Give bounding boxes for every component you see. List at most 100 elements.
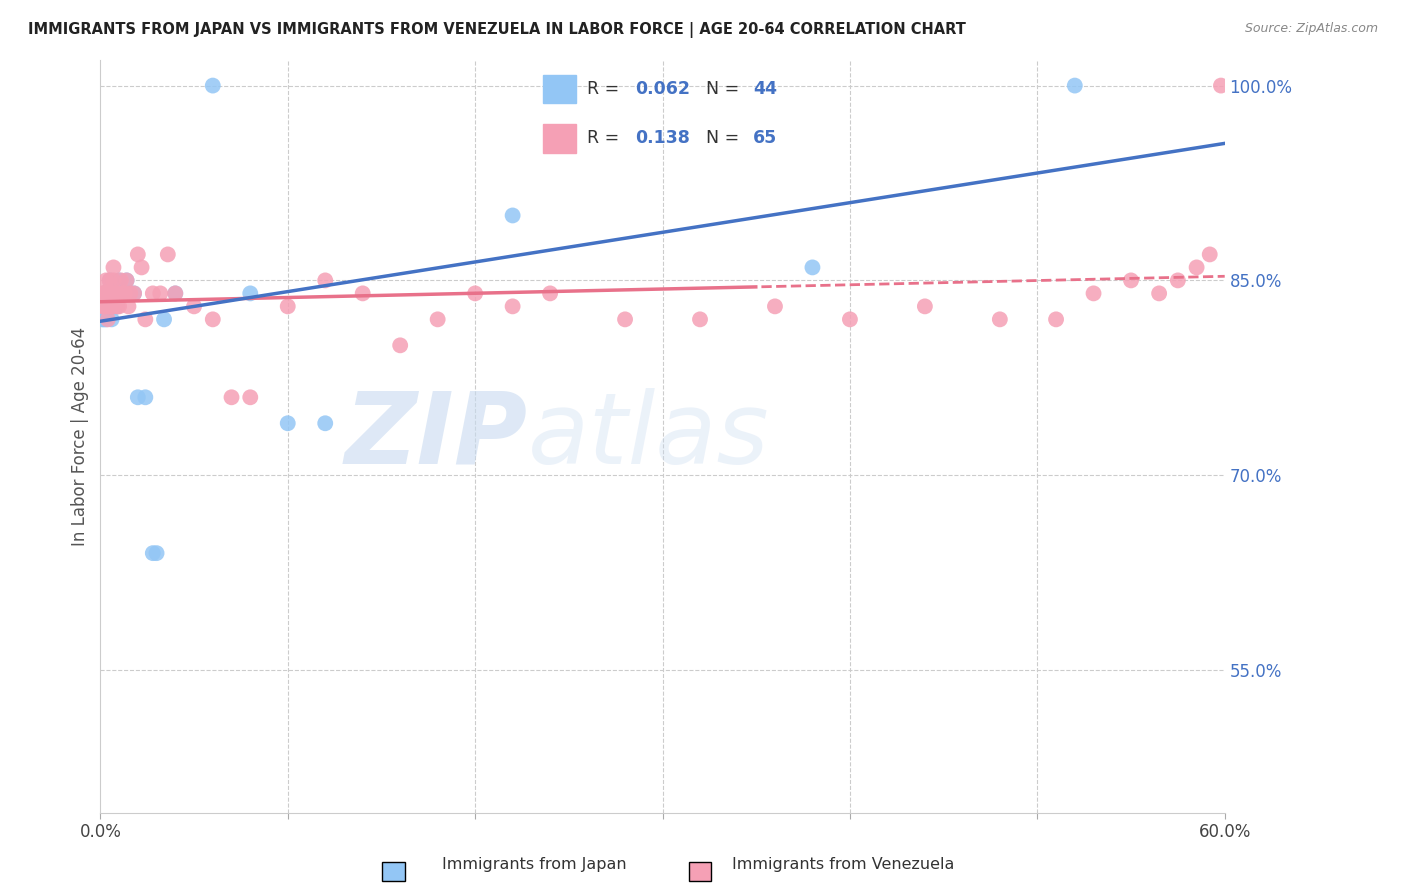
Point (221, 390, 243, 404)
Point (100, 286, 122, 301)
Point (389, 338, 412, 352)
Bar (543, 124, 575, 153)
Point (1185, 260, 1208, 275)
Point (1045, 312, 1067, 326)
Point (103, 299, 125, 313)
Point (122, 286, 145, 301)
Point (100, 286, 122, 301)
Point (100, 286, 122, 301)
Point (104, 286, 127, 301)
Point (131, 260, 153, 275)
Point (127, 390, 149, 404)
Point (201, 312, 224, 326)
Text: 0.138: 0.138 (634, 129, 689, 147)
Point (127, 247, 149, 261)
Point (763, 299, 786, 313)
Point (464, 286, 486, 301)
Point (93, 286, 115, 301)
Point (110, 286, 132, 301)
Point (105, 299, 128, 313)
Point (98, 299, 121, 313)
Text: 0.062: 0.062 (634, 80, 690, 98)
Point (201, 78, 224, 93)
Point (93, 312, 115, 326)
Point (91, 299, 114, 313)
Point (108, 299, 131, 313)
Point (104, 286, 127, 301)
Point (94, 286, 117, 301)
Point (105, 286, 128, 301)
Text: Immigrants from Japan: Immigrants from Japan (441, 857, 627, 872)
Point (97, 286, 120, 301)
Point (183, 299, 205, 313)
Point (239, 286, 262, 301)
Point (103, 260, 125, 275)
Point (97, 312, 120, 326)
Point (153, 312, 176, 326)
Point (988, 312, 1011, 326)
Point (115, 273, 138, 287)
Point (100, 299, 122, 313)
Point (149, 286, 172, 301)
Point (97, 286, 120, 301)
Point (98, 273, 121, 287)
Point (114, 286, 136, 301)
Text: 65: 65 (752, 129, 778, 147)
Point (104, 299, 127, 313)
Point (117, 299, 139, 313)
Y-axis label: In Labor Force | Age 20-64: In Labor Force | Age 20-64 (72, 326, 89, 546)
Point (165, 286, 187, 301)
Point (103, 286, 125, 301)
Text: IMMIGRANTS FROM JAPAN VS IMMIGRANTS FROM VENEZUELA IN LABOR FORCE | AGE 20-64 CO: IMMIGRANTS FROM JAPAN VS IMMIGRANTS FROM… (28, 22, 966, 38)
Point (120, 286, 142, 301)
Point (94, 299, 117, 313)
Point (98, 286, 121, 301)
Point (103, 286, 125, 301)
Point (93, 299, 115, 313)
Point (1083, 286, 1105, 301)
Point (502, 209, 524, 223)
Point (100, 312, 122, 326)
Point (105, 299, 128, 313)
Bar (543, 75, 575, 103)
Point (142, 546, 165, 560)
Point (111, 286, 134, 301)
Point (108, 273, 131, 287)
Point (1198, 247, 1220, 261)
Point (145, 546, 167, 560)
Point (111, 286, 134, 301)
Point (98, 273, 121, 287)
Point (239, 390, 262, 404)
Point (314, 273, 336, 287)
Point (614, 312, 637, 326)
Point (839, 312, 862, 326)
Text: 44: 44 (752, 80, 776, 98)
Point (1209, 78, 1232, 93)
Point (115, 273, 138, 287)
Text: ZIP: ZIP (344, 388, 527, 484)
Text: N =: N = (706, 80, 744, 98)
Point (91, 286, 114, 301)
Point (91, 312, 114, 326)
Point (352, 286, 374, 301)
Point (134, 312, 156, 326)
Point (122, 286, 145, 301)
Point (914, 299, 936, 313)
Point (97, 286, 120, 301)
Point (134, 390, 156, 404)
Point (538, 286, 561, 301)
Point (97, 286, 120, 301)
Point (103, 273, 125, 287)
Point (801, 260, 824, 275)
Point (502, 299, 524, 313)
Point (94, 312, 117, 326)
Point (142, 286, 165, 301)
Point (110, 273, 132, 287)
Text: atlas: atlas (527, 388, 769, 484)
Point (1119, 273, 1142, 287)
Point (98, 299, 121, 313)
Point (277, 417, 299, 431)
Point (100, 299, 122, 313)
Point (1167, 273, 1189, 287)
Text: R =: R = (588, 129, 626, 147)
